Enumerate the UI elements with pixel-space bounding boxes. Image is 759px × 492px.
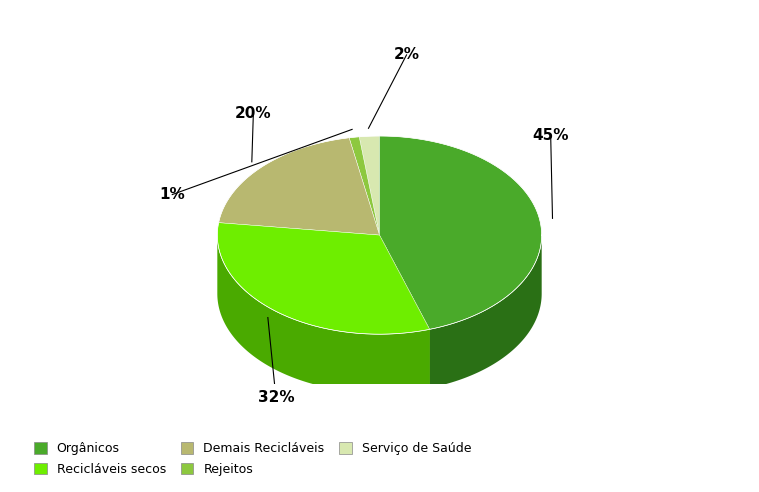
Polygon shape	[217, 236, 430, 393]
Polygon shape	[380, 235, 430, 388]
Polygon shape	[380, 136, 542, 329]
Polygon shape	[349, 137, 380, 235]
Text: 20%: 20%	[235, 106, 272, 121]
Polygon shape	[217, 223, 430, 334]
Text: 2%: 2%	[393, 47, 420, 62]
Text: 1%: 1%	[159, 187, 185, 202]
Text: 45%: 45%	[533, 128, 569, 144]
Text: 32%: 32%	[257, 390, 294, 405]
Polygon shape	[430, 236, 542, 388]
Polygon shape	[359, 136, 380, 235]
Polygon shape	[380, 235, 430, 388]
Legend: Orgânicos, Recicláveis secos, Demais Recicláveis, Rejeitos, Serviço de Saúde: Orgânicos, Recicláveis secos, Demais Rec…	[29, 437, 477, 481]
Polygon shape	[219, 138, 380, 235]
